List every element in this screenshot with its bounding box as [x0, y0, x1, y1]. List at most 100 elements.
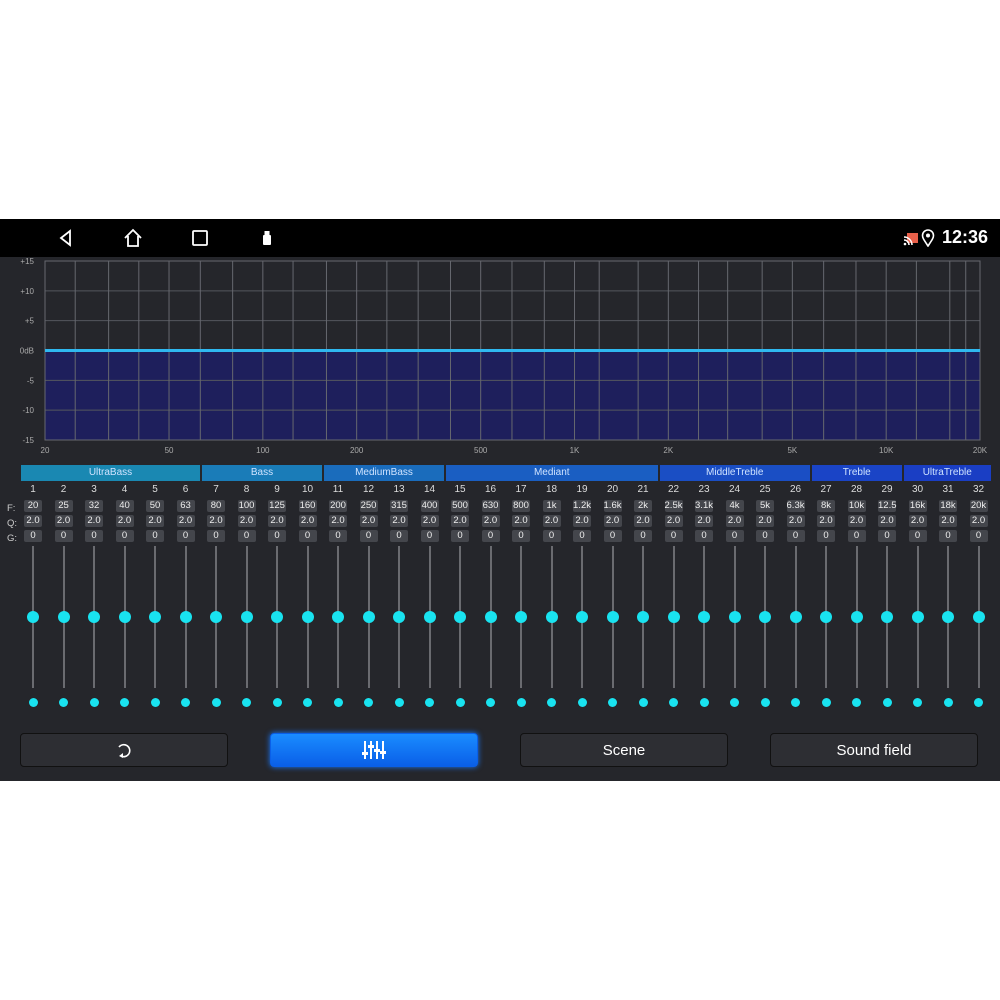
gain-field[interactable]: 0 — [908, 530, 927, 542]
channel-dot[interactable] — [791, 698, 800, 707]
frequency-field[interactable]: 200 — [329, 500, 347, 512]
q-field[interactable]: 2.0 — [756, 515, 774, 527]
frequency-field[interactable]: 18k — [939, 500, 957, 512]
q-field[interactable]: 2.0 — [420, 515, 439, 527]
slider-knob[interactable] — [545, 611, 558, 623]
slider-knob[interactable] — [332, 611, 344, 623]
q-field[interactable]: 2.0 — [176, 515, 195, 527]
gain-field[interactable]: 0 — [634, 530, 652, 542]
band-ultratreble[interactable]: UltraTreble — [903, 465, 991, 481]
channel-dot[interactable] — [699, 698, 709, 707]
q-field[interactable]: 2.0 — [817, 515, 835, 527]
channel-dot[interactable] — [638, 698, 648, 707]
channel-dot[interactable] — [974, 698, 983, 707]
q-field[interactable]: 2.0 — [542, 515, 561, 527]
channel-dot[interactable] — [486, 698, 495, 707]
slider-knob[interactable] — [789, 611, 802, 623]
band-treble[interactable]: Treble — [812, 465, 902, 481]
q-field[interactable]: 2.0 — [24, 515, 42, 527]
equalizer-button[interactable] — [270, 733, 478, 767]
frequency-field[interactable]: 125 — [268, 500, 286, 512]
gain-field[interactable]: 0 — [481, 530, 500, 542]
channel-dot[interactable] — [242, 698, 251, 707]
slider-knob[interactable] — [698, 611, 710, 623]
q-field[interactable]: 2.0 — [329, 515, 347, 527]
band-middletreble[interactable]: MiddleTreble — [659, 465, 810, 481]
channel-dot[interactable] — [89, 698, 99, 707]
channel-dot[interactable] — [913, 698, 922, 707]
channel-dot[interactable] — [120, 698, 129, 707]
q-field[interactable]: 2.0 — [908, 515, 927, 527]
slider-knob[interactable] — [881, 611, 893, 623]
slider-knob[interactable] — [179, 611, 192, 623]
channel-dot[interactable] — [943, 698, 953, 707]
frequency-field[interactable]: 2.5k — [664, 500, 683, 512]
q-field[interactable]: 2.0 — [695, 515, 713, 527]
band-ultrabass[interactable]: UltraBass — [21, 465, 200, 481]
q-field[interactable]: 2.0 — [237, 515, 256, 527]
gain-field[interactable]: 0 — [664, 530, 683, 542]
gain-field[interactable]: 0 — [298, 530, 317, 542]
q-field[interactable]: 2.0 — [54, 515, 73, 527]
slider-knob[interactable] — [271, 611, 283, 623]
channel-dot[interactable] — [59, 698, 68, 707]
channel-dot[interactable] — [730, 698, 739, 707]
slider-knob[interactable] — [149, 611, 161, 623]
channel-dot[interactable] — [821, 698, 831, 707]
q-field[interactable]: 2.0 — [725, 515, 744, 527]
q-field[interactable]: 2.0 — [85, 515, 103, 527]
slider-knob[interactable] — [972, 611, 985, 623]
reset-button[interactable] — [20, 733, 228, 767]
slider-knob[interactable] — [210, 611, 222, 623]
frequency-field[interactable]: 250 — [359, 500, 378, 512]
q-field[interactable]: 2.0 — [207, 515, 225, 527]
gain-field[interactable]: 0 — [573, 530, 591, 542]
home-icon[interactable] — [122, 227, 144, 249]
frequency-field[interactable]: 25 — [54, 500, 73, 512]
q-field[interactable]: 2.0 — [451, 515, 469, 527]
frequency-field[interactable]: 1k — [542, 500, 561, 512]
frequency-field[interactable]: 12.5 — [878, 500, 897, 512]
band-bass[interactable]: Bass — [202, 465, 322, 481]
q-field[interactable]: 2.0 — [969, 515, 988, 527]
frequency-field[interactable]: 16k — [908, 500, 927, 512]
channel-dot[interactable] — [303, 698, 312, 707]
gain-field[interactable]: 0 — [85, 530, 103, 542]
slider-knob[interactable] — [576, 611, 588, 623]
channel-dot[interactable] — [608, 698, 617, 707]
gain-field[interactable]: 0 — [725, 530, 744, 542]
frequency-field[interactable]: 1.6k — [603, 500, 622, 512]
q-field[interactable]: 2.0 — [634, 515, 652, 527]
q-field[interactable]: 2.0 — [664, 515, 683, 527]
gain-field[interactable]: 0 — [817, 530, 835, 542]
q-field[interactable]: 2.0 — [268, 515, 286, 527]
gain-field[interactable]: 0 — [54, 530, 73, 542]
back-icon[interactable] — [55, 227, 77, 249]
slider-knob[interactable] — [27, 611, 39, 623]
frequency-field[interactable]: 5k — [756, 500, 774, 512]
slider-knob[interactable] — [57, 611, 70, 623]
frequency-field[interactable]: 4k — [725, 500, 744, 512]
gain-field[interactable]: 0 — [390, 530, 408, 542]
channel-dot[interactable] — [669, 698, 678, 707]
frequency-field[interactable]: 400 — [420, 500, 439, 512]
channel-dot[interactable] — [852, 698, 861, 707]
q-field[interactable]: 2.0 — [603, 515, 622, 527]
slider-knob[interactable] — [484, 611, 497, 623]
gain-field[interactable]: 0 — [146, 530, 164, 542]
frequency-field[interactable]: 50 — [146, 500, 164, 512]
gain-field[interactable]: 0 — [542, 530, 561, 542]
gain-field[interactable]: 0 — [207, 530, 225, 542]
slider-knob[interactable] — [667, 611, 680, 623]
frequency-field[interactable]: 1.2k — [573, 500, 591, 512]
scene-button[interactable]: Scene — [520, 733, 728, 767]
gain-field[interactable]: 0 — [756, 530, 774, 542]
frequency-field[interactable]: 63 — [176, 500, 195, 512]
channel-dot[interactable] — [455, 698, 465, 707]
q-field[interactable]: 2.0 — [298, 515, 317, 527]
channel-dot[interactable] — [516, 698, 526, 707]
gain-field[interactable]: 0 — [878, 530, 896, 542]
slider-knob[interactable] — [942, 611, 954, 623]
gain-field[interactable]: 0 — [939, 530, 957, 542]
frequency-field[interactable]: 20k — [969, 500, 988, 512]
